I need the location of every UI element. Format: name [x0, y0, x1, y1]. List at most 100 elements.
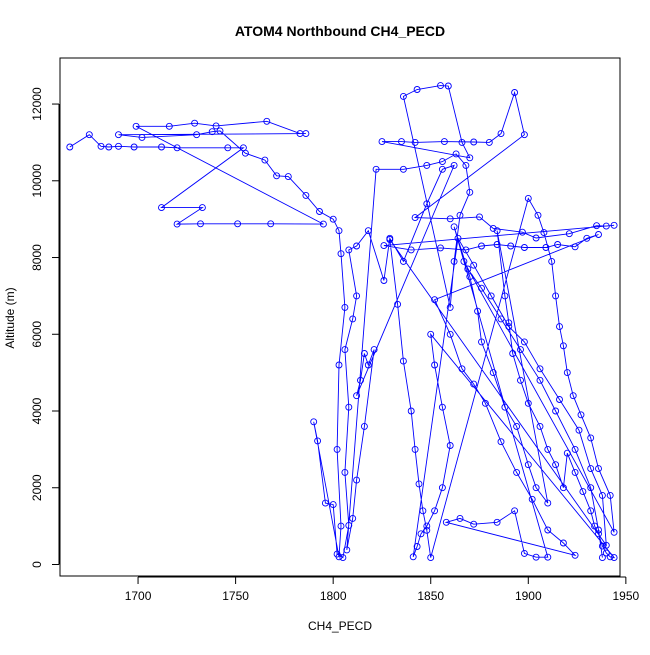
data-point — [593, 222, 601, 230]
data-point — [476, 213, 483, 221]
data-point — [337, 522, 345, 530]
data-point — [372, 165, 380, 173]
data-point — [577, 411, 585, 419]
data-point — [115, 142, 122, 150]
data-point — [378, 138, 386, 146]
data-point — [407, 246, 415, 254]
data-point — [263, 117, 271, 125]
data-point — [360, 422, 368, 430]
data-point — [105, 143, 113, 151]
data-point — [462, 161, 470, 169]
data-point — [493, 241, 501, 248]
data-point — [532, 553, 540, 561]
data-point — [507, 242, 515, 250]
data-point — [520, 549, 528, 557]
data-point — [261, 156, 269, 164]
data-point — [542, 244, 550, 251]
data-point — [360, 350, 368, 357]
data-point — [598, 491, 606, 499]
data-point — [544, 445, 552, 453]
data-point — [442, 518, 450, 526]
data-point — [284, 173, 292, 181]
data-point — [419, 507, 427, 515]
data-point — [544, 526, 552, 534]
data-point — [489, 369, 497, 377]
data-point — [431, 361, 439, 369]
data-point — [595, 231, 602, 238]
chart-title: ATOM4 Northbound CH4_PECD — [235, 23, 445, 39]
data-point — [85, 131, 93, 139]
data-point — [575, 426, 583, 434]
data-point — [532, 484, 540, 492]
data-point — [158, 204, 165, 212]
data-point — [497, 438, 505, 446]
data-point — [349, 315, 357, 323]
series-layer — [66, 82, 618, 562]
data-point — [478, 242, 485, 250]
data-point — [569, 392, 577, 400]
data-point — [316, 208, 323, 215]
data-point — [423, 522, 431, 530]
data-point — [353, 292, 361, 300]
data-point — [511, 507, 519, 515]
data-point — [464, 265, 472, 273]
data-point — [431, 296, 439, 304]
data-point — [399, 357, 407, 365]
data-point — [474, 307, 482, 315]
data-point — [501, 403, 509, 411]
data-point — [552, 461, 560, 469]
data-point — [241, 149, 249, 157]
data-point — [450, 161, 458, 169]
data-point — [602, 541, 610, 549]
y-tick-label: 0 — [30, 561, 44, 568]
data-point — [532, 234, 540, 242]
data-point — [411, 138, 419, 146]
data-point — [571, 243, 579, 251]
data-point — [517, 346, 524, 354]
data-point — [333, 445, 341, 453]
data-point — [302, 130, 310, 138]
data-point — [437, 244, 444, 252]
data-point — [470, 520, 478, 528]
data-point — [438, 403, 446, 411]
data-point — [440, 138, 448, 146]
data-point — [583, 234, 591, 242]
data-point — [606, 553, 614, 561]
data-point — [380, 277, 388, 284]
data-point — [536, 376, 544, 384]
data-point — [470, 261, 478, 269]
data-point — [458, 138, 466, 146]
data-point — [413, 543, 421, 550]
data-point — [450, 257, 458, 265]
data-point — [158, 143, 165, 151]
data-point — [598, 542, 606, 550]
data-point — [559, 539, 567, 547]
data-point — [341, 468, 349, 476]
data-point — [509, 350, 517, 357]
data-point — [501, 292, 509, 300]
data-point — [394, 300, 402, 308]
data-point — [411, 445, 419, 453]
data-point — [438, 484, 446, 492]
data-point — [481, 399, 489, 407]
data-point — [364, 361, 372, 369]
data-point — [335, 361, 343, 369]
data-point — [353, 392, 361, 400]
data-point — [571, 468, 579, 476]
data-point — [563, 369, 571, 377]
data-point — [198, 204, 206, 212]
data-point — [548, 257, 556, 265]
data-point — [341, 346, 349, 354]
data-point — [329, 215, 337, 223]
data-point — [524, 399, 532, 407]
data-point — [528, 495, 536, 503]
x-axis-label: CH4_PECD — [308, 619, 372, 633]
y-tick-label: 6000 — [30, 321, 44, 348]
data-point — [438, 158, 446, 166]
data-point — [321, 499, 329, 507]
data-point — [520, 131, 528, 139]
data-point — [466, 188, 474, 196]
data-point — [493, 518, 501, 526]
data-point — [130, 143, 138, 151]
